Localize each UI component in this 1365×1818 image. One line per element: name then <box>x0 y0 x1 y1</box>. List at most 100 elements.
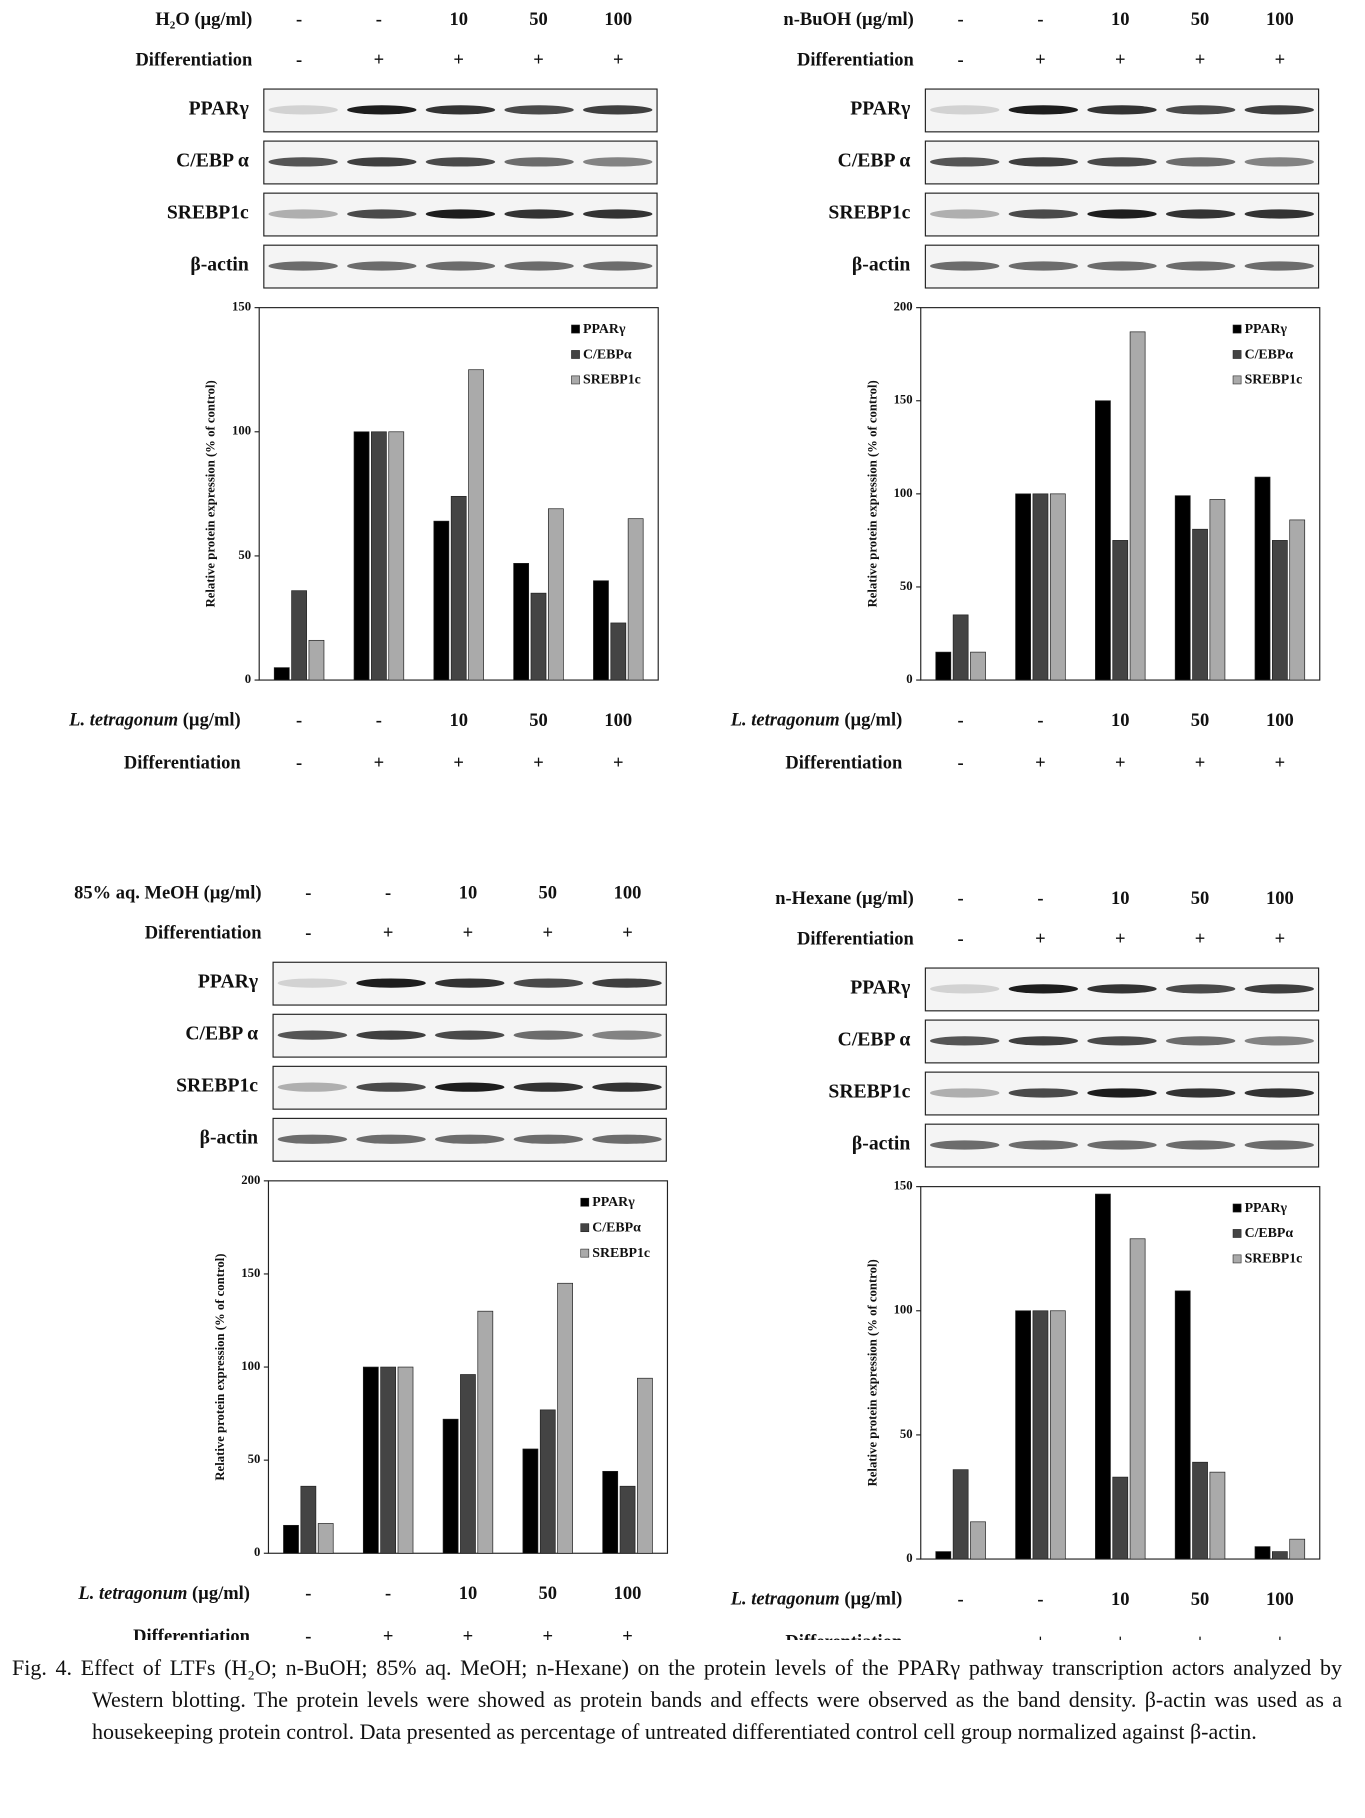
differentiation-sign: + <box>383 1627 394 1640</box>
panel: n-Hexane (µg/ml) Differentiation - - - +10 +50… <box>730 889 1321 1640</box>
blot-band <box>592 1030 662 1040</box>
bar <box>1254 1546 1271 1560</box>
bar <box>317 1523 334 1554</box>
bar <box>291 590 307 681</box>
legend-label: SREBP1c <box>592 1246 650 1261</box>
x-tick-label: 10 <box>459 1584 478 1604</box>
legend-swatch <box>571 350 580 359</box>
differentiation-sign: + <box>622 1627 633 1640</box>
blot-band <box>1244 1140 1314 1150</box>
y-tick-label: 100 <box>894 486 913 500</box>
bar <box>460 1374 476 1554</box>
dose-label: - <box>376 10 382 30</box>
blot-band <box>277 1134 348 1144</box>
blot-band <box>347 105 417 115</box>
blot-band <box>930 1140 1000 1150</box>
x-tick-label: 50 <box>1191 1590 1209 1610</box>
blot-band <box>1165 261 1236 271</box>
x-tick-label: - <box>385 1584 391 1604</box>
legend-swatch <box>1232 350 1242 359</box>
differentiation-sign: - <box>958 930 964 950</box>
y-tick-label: 0 <box>245 672 251 686</box>
y-axis-label: Relative protein expression (% of contro… <box>213 1253 227 1480</box>
blot-band <box>1165 984 1236 994</box>
legend-label: SREBP1c <box>1245 1252 1303 1267</box>
y-tick-label: 150 <box>894 1179 913 1193</box>
bar <box>547 508 564 681</box>
bar <box>380 1366 397 1554</box>
blot-band <box>583 105 653 115</box>
dose-label: - <box>296 10 302 30</box>
blot-band <box>1008 1140 1079 1150</box>
blot-band <box>1244 1088 1314 1098</box>
dose-label: 100 <box>1266 10 1294 30</box>
legend-swatch <box>580 1248 590 1258</box>
blot-band <box>1165 1036 1236 1046</box>
blot-band <box>592 978 662 988</box>
bar <box>1112 540 1129 681</box>
differentiation-sign: + <box>1115 930 1126 950</box>
blot-band <box>1087 984 1157 994</box>
blot-band <box>930 1088 1000 1098</box>
blot-band <box>434 1134 505 1144</box>
x-tick-label: 10 <box>1111 1590 1130 1610</box>
x-tick-label: 50 <box>529 711 548 731</box>
dose-label: 100 <box>1266 889 1294 909</box>
x-tick-label: 50 <box>539 1584 558 1604</box>
x-tick-label: - <box>305 1584 311 1604</box>
bar <box>468 369 484 681</box>
bar <box>1271 1551 1288 1560</box>
blot-band <box>268 157 338 167</box>
y-tick-label: 50 <box>248 1452 261 1466</box>
x-tick-label: - <box>296 711 302 731</box>
blot-band <box>583 209 653 219</box>
bar <box>1192 528 1208 681</box>
legend-swatch <box>580 1197 590 1207</box>
treatment-label: 85% aq. MeOH (µg/ml) <box>74 883 261 903</box>
differentiation-label: Differentiation <box>135 51 253 71</box>
blot-band <box>425 209 496 219</box>
blot-label: SREBP1c <box>828 1080 910 1102</box>
differentiation-sign: + <box>463 1627 474 1640</box>
differentiation-sign: - <box>296 754 302 774</box>
blot-label: SREBP1c <box>167 201 249 223</box>
dose-label: 10 <box>1111 889 1130 909</box>
y-tick-label: 50 <box>238 548 251 562</box>
blot-label: PPARγ <box>850 97 910 119</box>
blot-label: PPARγ <box>850 976 910 998</box>
y-axis-label: Relative protein expression (% of contro… <box>865 1259 879 1486</box>
bar <box>637 1377 653 1554</box>
bar <box>1032 1310 1049 1560</box>
x-tick-label: - <box>958 711 964 731</box>
bar <box>273 667 290 681</box>
blot-band <box>1244 261 1314 271</box>
blot-band <box>930 105 1000 115</box>
blot-band <box>268 105 338 115</box>
x-label-species: L. tetragonum <box>77 1584 187 1604</box>
blot-band <box>434 1030 505 1040</box>
bar <box>1192 1461 1208 1560</box>
dose-label: 100 <box>614 883 642 903</box>
blot-band <box>504 261 574 271</box>
blot-band <box>930 984 1000 994</box>
differentiation-sign: + <box>1035 754 1046 774</box>
blot-band <box>930 1036 1000 1046</box>
legend-label: C/EBPα <box>592 1220 641 1235</box>
bar <box>952 614 969 681</box>
blot-band <box>425 261 496 271</box>
differentiation-sign: + <box>1275 1633 1286 1640</box>
bar <box>1049 1310 1066 1560</box>
differentiation-sign: + <box>1275 754 1286 774</box>
x-axis-label: L. tetragonum (µg/ml) <box>68 711 241 731</box>
dose-label: 10 <box>459 883 478 903</box>
x-tick-label: - <box>1037 1590 1043 1610</box>
blot-band <box>583 157 653 167</box>
bar <box>1015 1310 1031 1560</box>
legend-label: PPARγ <box>583 322 626 337</box>
y-tick-label: 150 <box>232 300 251 314</box>
differentiation-sign: + <box>533 51 544 71</box>
blot-band <box>434 1082 505 1092</box>
bar <box>308 639 325 681</box>
bar <box>1209 1471 1226 1560</box>
